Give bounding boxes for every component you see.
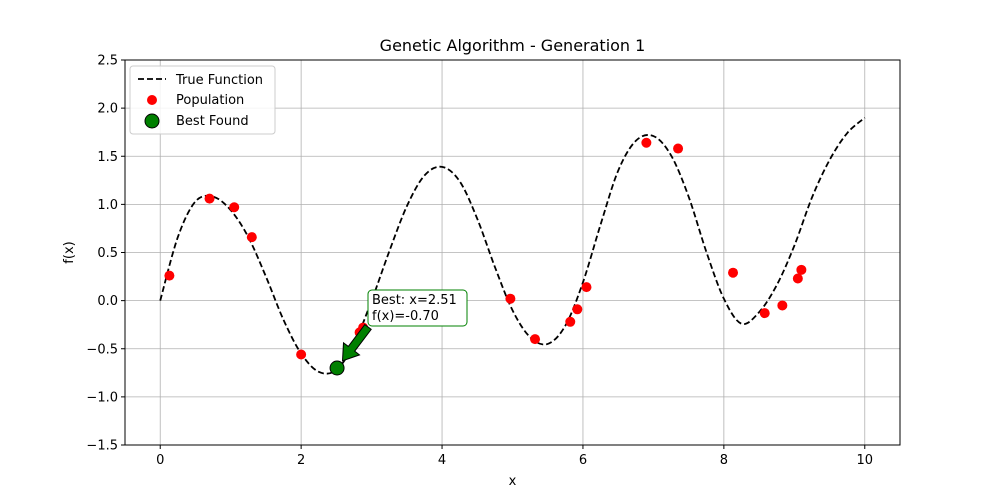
annotation-box (367, 289, 468, 327)
legend-entry-best-found: Best Found (176, 114, 249, 129)
y-tick-label: 1.0 (97, 198, 118, 213)
y-tick-label: 0.0 (97, 294, 118, 309)
true-function-line (159, 117, 866, 375)
x-tick-label: 10 (856, 453, 873, 468)
population-point (565, 316, 576, 327)
legend: True Function Population Best Found (129, 65, 276, 135)
y-tick-label: 2.5 (97, 54, 118, 69)
population-point (792, 273, 803, 284)
population-point (246, 232, 257, 243)
population-point (530, 334, 541, 345)
x-tick-label: 4 (438, 453, 446, 468)
annotation-line-2: f(x)=-0.70 (372, 309, 439, 324)
y-axis-label: f(x) (62, 241, 77, 263)
annotation-line-1: Best: x=2.51 (372, 293, 457, 308)
legend-population-marker (147, 95, 157, 105)
population-point (204, 193, 215, 204)
chart-title: Genetic Algorithm - Generation 1 (380, 36, 646, 55)
legend-entry-population: Population (176, 93, 244, 108)
population-point (581, 282, 592, 293)
x-tick-label: 2 (297, 453, 305, 468)
population-point (777, 300, 788, 311)
legend-entry-true-function: True Function (175, 73, 263, 88)
y-tick-label: 1.5 (97, 150, 118, 165)
population-point (296, 349, 307, 360)
y-tick-label: 2.0 (97, 102, 118, 117)
x-tick-label: 8 (720, 453, 728, 468)
legend-frame (129, 65, 276, 135)
y-tick-label: −0.5 (86, 342, 118, 357)
grid (125, 59, 900, 446)
x-tick-label: 0 (156, 453, 164, 468)
population-point (229, 202, 240, 213)
x-axis-label: x (509, 474, 517, 489)
y-tick-label: −1.0 (86, 390, 118, 405)
annotation-arrow (341, 323, 372, 362)
population-point (728, 267, 739, 278)
legend-best-marker (144, 113, 160, 129)
population-point (759, 308, 770, 319)
population-point (673, 143, 684, 154)
annotation: Best: x=2.51f(x)=-0.70 (341, 289, 468, 362)
population-point (572, 304, 583, 315)
y-tick-label: −1.5 (86, 439, 118, 454)
population-point (796, 264, 807, 275)
best-found-point (329, 360, 345, 376)
x-tick-label: 6 (579, 453, 587, 468)
plot-area (159, 117, 866, 376)
population-point (505, 293, 516, 304)
y-tick-label: 0.5 (97, 246, 118, 261)
population-point (641, 137, 652, 148)
population-point (164, 270, 175, 281)
axes: 0 2 4 6 8 10 −1.5 −1.0 −0.5 0.0 0.5 1.0 1.5 2.0 2.5 (86, 54, 901, 468)
